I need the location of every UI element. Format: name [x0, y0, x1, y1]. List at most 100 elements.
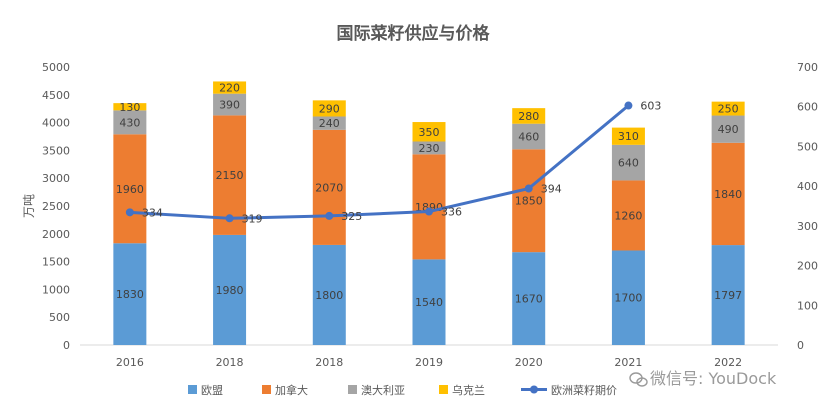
y2-tick-label: 200	[797, 260, 818, 273]
y-tick-label: 5000	[42, 61, 70, 74]
bar-value-label: 220	[219, 82, 240, 95]
bar-segment	[611, 144, 645, 181]
y-tick-label: 2000	[42, 228, 70, 241]
x-tick-label: 2019	[415, 356, 443, 369]
legend-swatch	[439, 385, 448, 394]
bar-segment	[113, 103, 147, 111]
y2-tick-label: 700	[797, 61, 818, 74]
bar-value-label: 280	[518, 110, 539, 123]
x-tick-label: 2016	[116, 356, 144, 369]
bar-value-label: 640	[618, 157, 639, 170]
price-label: 603	[640, 100, 661, 113]
bar-value-label: 1830	[116, 288, 144, 301]
y-tick-label: 1500	[42, 256, 70, 269]
watermark-text: 微信号: YouDock	[650, 369, 777, 388]
bar-segment	[611, 127, 645, 145]
price-label: 394	[541, 183, 562, 196]
bar-segment	[711, 142, 745, 246]
y2-tick-label: 400	[797, 180, 818, 193]
bar-segment	[512, 149, 546, 253]
bar-segment	[711, 245, 745, 345]
bar-value-label: 290	[319, 102, 340, 115]
bar-segment	[113, 110, 147, 135]
y2-tick-label: 100	[797, 299, 818, 312]
bar-segment	[312, 244, 346, 345]
y-tick-label: 4500	[42, 89, 70, 102]
price-point	[225, 214, 234, 223]
legend: 欧盟 加拿大 澳大利亚 乌克兰 欧洲菜籽期价	[188, 383, 617, 397]
bar-value-label: 1670	[515, 293, 543, 306]
bar-segment	[512, 108, 546, 124]
price-point	[624, 101, 633, 110]
y2-tick-label: 600	[797, 101, 818, 114]
price-point	[125, 208, 134, 217]
bar-value-label: 240	[319, 117, 340, 130]
y-tick-label: 3500	[42, 144, 70, 157]
y-axis-label: 万吨	[22, 194, 36, 218]
bar-segment	[213, 93, 247, 116]
bar-segment	[113, 243, 147, 345]
line-series-group: 334 319 325 336 394 603	[125, 100, 661, 225]
bar-value-label: 310	[618, 130, 639, 143]
bar-value-label: 1260	[614, 209, 642, 222]
bar-segment	[312, 116, 346, 130]
x-axis: 2016 2018 2018 2019 2020 2021 2022	[116, 356, 742, 369]
y-tick-label: 3000	[42, 172, 70, 185]
y2-tick-label: 500	[797, 140, 818, 153]
bar-segment	[512, 252, 546, 345]
bar-value-label: 430	[119, 116, 140, 129]
bar-segment	[412, 122, 446, 142]
legend-label: 欧盟	[201, 384, 223, 397]
legend-label: 澳大利亚	[361, 383, 405, 397]
bar-value-label: 1960	[116, 183, 144, 196]
bar-value-label: 1800	[315, 289, 343, 302]
legend-label: 欧洲菜籽期价	[551, 384, 617, 397]
bar-segment	[113, 134, 147, 244]
y2-tick-label: 300	[797, 220, 818, 233]
y-tick-label: 2500	[42, 200, 70, 213]
price-line	[129, 104, 630, 220]
bar-segment	[213, 234, 247, 345]
y-tick-label: 0	[63, 339, 70, 352]
bar-value-label: 1840	[714, 188, 742, 201]
y-tick-label: 1000	[42, 283, 70, 296]
x-tick-label: 2020	[515, 356, 543, 369]
x-tick-label: 2018	[315, 356, 343, 369]
bar-value-label: 1540	[415, 296, 443, 309]
price-label: 336	[441, 206, 462, 219]
bar-segment	[412, 154, 446, 260]
bar-labels-group: 1830 1960 430 130 1980 2150 390 220 1800 2070 240 2…	[116, 82, 742, 310]
legend-label: 乌克兰	[452, 383, 485, 397]
bar-value-label: 1980	[216, 284, 244, 297]
bar-segment	[412, 141, 446, 155]
price-point	[325, 211, 334, 220]
bar-value-label: 1850	[515, 195, 543, 208]
y-tick-label: 4000	[42, 117, 70, 130]
bar-segment	[512, 123, 546, 150]
bar-segment	[711, 115, 745, 143]
y-axis-right: 0 100 200 300 400 500 600 700	[797, 61, 818, 352]
x-tick-label: 2018	[216, 356, 244, 369]
y2-tick-label: 0	[797, 339, 804, 352]
wechat-icon	[629, 372, 648, 387]
x-tick-label: 2021	[614, 356, 642, 369]
chart-title: 国际菜籽供应与价格	[337, 23, 491, 44]
bar-segment	[611, 180, 645, 251]
price-label: 334	[142, 206, 163, 219]
y-tick-label: 500	[49, 311, 70, 324]
bar-value-label: 250	[718, 103, 739, 116]
bar-value-label: 1700	[614, 292, 642, 305]
bar-value-label: 130	[119, 101, 140, 114]
bar-segment	[611, 250, 645, 345]
legend-swatch	[262, 385, 271, 394]
legend-marker	[530, 385, 538, 394]
bar-segment	[711, 101, 745, 116]
bar-value-label: 2070	[315, 181, 343, 194]
price-point	[425, 207, 433, 216]
bar-value-label: 230	[419, 142, 440, 155]
bar-value-label: 1797	[714, 289, 742, 302]
bar-segment	[412, 259, 446, 345]
bar-segment	[213, 81, 247, 94]
bar-value-label: 390	[219, 99, 240, 112]
